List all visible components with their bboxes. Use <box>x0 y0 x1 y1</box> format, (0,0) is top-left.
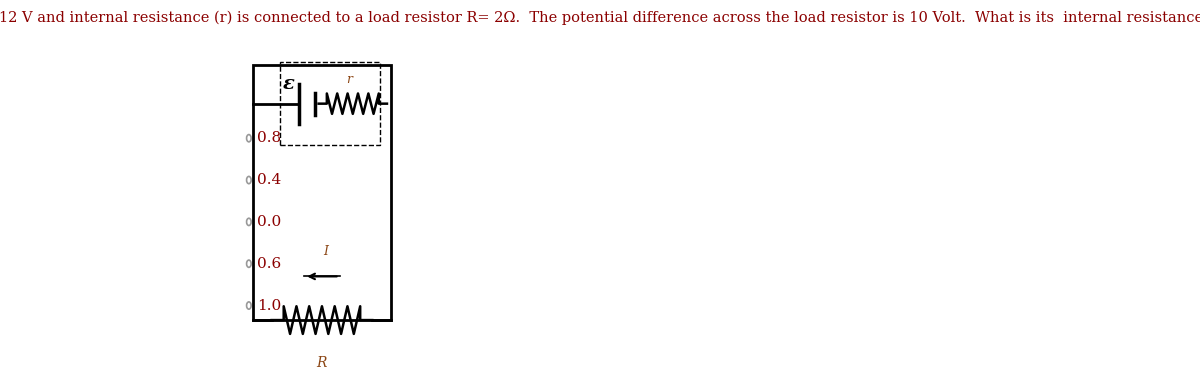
Text: 0.6: 0.6 <box>257 257 281 271</box>
Text: 0.0: 0.0 <box>257 215 281 229</box>
Text: I: I <box>323 245 328 258</box>
Text: 0.4: 0.4 <box>257 173 281 187</box>
Bar <box>253 65 391 320</box>
Text: A battery of  12 V and internal resistance (r) is connected to a load resistor R: A battery of 12 V and internal resistanc… <box>0 11 1200 25</box>
Text: 0.8: 0.8 <box>257 131 281 145</box>
Text: 1.0: 1.0 <box>257 299 281 312</box>
Text: ε: ε <box>283 74 294 93</box>
Bar <box>281 62 379 145</box>
Text: R: R <box>317 356 328 371</box>
Text: r: r <box>346 73 352 86</box>
